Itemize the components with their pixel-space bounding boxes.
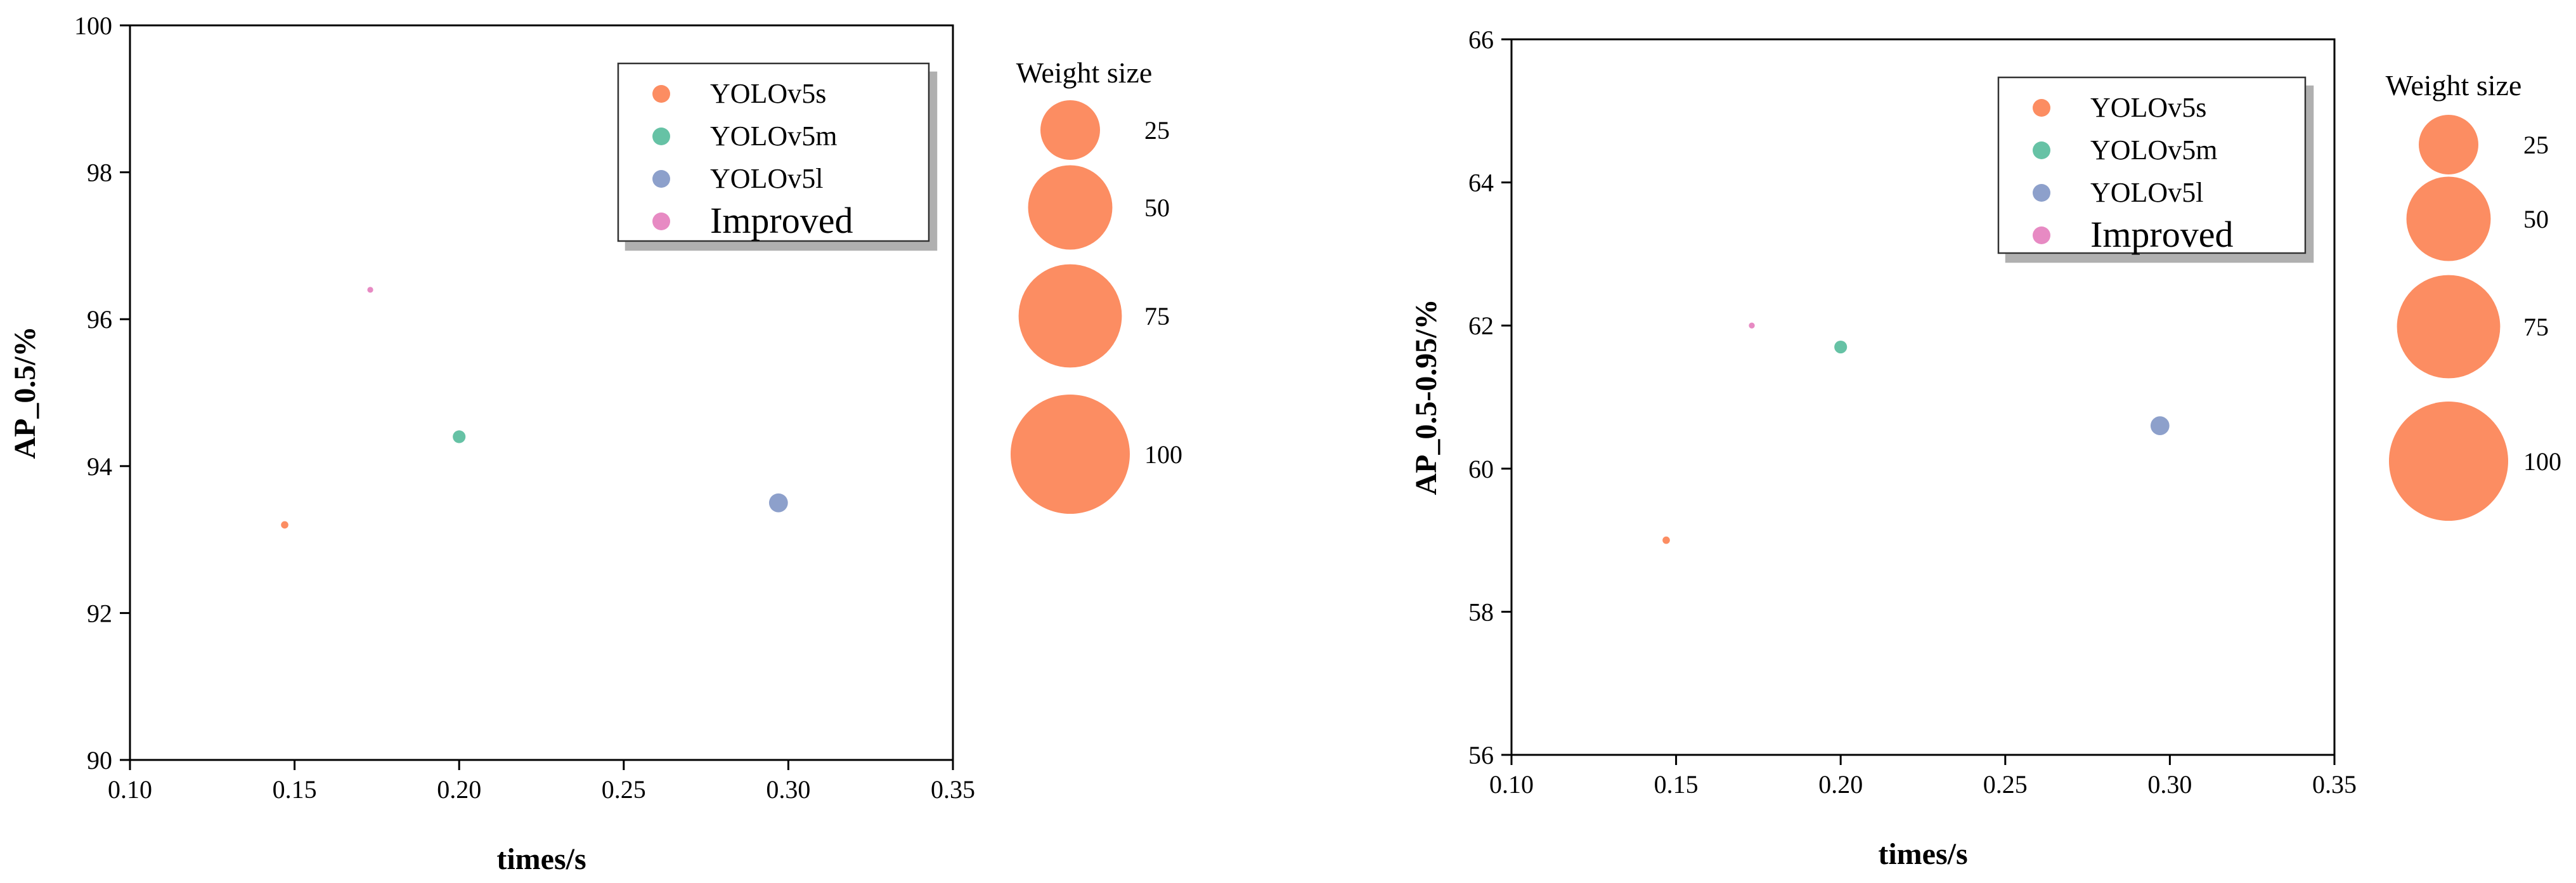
size-legend-label-50: 50: [1144, 193, 1170, 222]
size-legend-circle-50: [1028, 165, 1113, 250]
legend-marker-yolov5m: [652, 128, 670, 145]
y-tick-label: 98: [87, 159, 112, 187]
size-legend-label-100: 100: [1144, 440, 1182, 469]
bubble-yolov5s: [281, 521, 288, 529]
legend-marker-yolov5m: [2033, 141, 2050, 159]
y-tick-label: 96: [87, 305, 112, 334]
chart-ap50: 0.10 0.15 0.20 0.25 0.30 0.35 90 92 94 96 98 100 tim…: [8, 11, 1182, 876]
size-legend-circle-25: [1040, 100, 1100, 160]
legend-label-yolov5l: YOLOv5l: [2090, 177, 2203, 208]
size-legend-title: Weight size: [1016, 56, 1153, 89]
y-tick-label: 58: [1468, 598, 1494, 626]
x-tick-label: 0.30: [766, 775, 810, 804]
y-tick-label: 90: [87, 746, 112, 775]
legend-marker-improved: [652, 213, 670, 230]
size-legend-circle-75: [2397, 275, 2501, 379]
x-tick-label: 0.15: [1654, 770, 1699, 799]
size-legend-circle-50: [2406, 176, 2491, 261]
x-tick-label: 0.25: [602, 775, 646, 804]
legend-label-yolov5s: YOLOv5s: [710, 78, 826, 109]
legend-marker-improved: [2033, 226, 2050, 244]
x-tick-label: 0.10: [108, 775, 152, 804]
size-legend-circle-25: [2419, 115, 2478, 174]
y-tick-label: 66: [1468, 25, 1494, 54]
legend-label-yolov5s: YOLOv5s: [2090, 92, 2206, 123]
legend-label-yolov5m: YOLOv5m: [2090, 134, 2217, 166]
y-tick-label: 94: [87, 452, 112, 481]
y-tick-label: 62: [1468, 311, 1494, 340]
y-tick-label: 56: [1468, 741, 1494, 769]
legend-marker-yolov5s: [652, 85, 670, 103]
bubble-yolov5l: [768, 493, 788, 513]
legend-marker-yolov5l: [2033, 184, 2050, 202]
size-legend-label-25: 25: [1144, 116, 1170, 145]
size-legend-label-25: 25: [2523, 131, 2549, 159]
x-tick-label: 0.20: [437, 775, 481, 804]
x-tick-label: 0.35: [931, 775, 975, 804]
y-tick-label: 100: [74, 11, 112, 40]
size-legend-label-100: 100: [2523, 447, 2561, 476]
y-tick-label: 64: [1468, 169, 1494, 197]
x-axis-label: times/s: [1878, 837, 1967, 871]
y-axis-label: AP_0.5-0.95/%: [1409, 299, 1443, 495]
size-legend-title: Weight size: [2386, 69, 2522, 101]
plot-frame: [129, 24, 954, 761]
bubble-improved: [1749, 322, 1755, 329]
bubble-yolov5l: [2150, 416, 2170, 435]
y-tick-label: 92: [87, 599, 112, 627]
x-tick-label: 0.25: [1983, 770, 2028, 799]
bubble-improved: [367, 287, 373, 293]
x-tick-label: 0.30: [2147, 770, 2192, 799]
legend-label-improved: Improved: [710, 200, 853, 241]
size-legend-label-75: 75: [1144, 302, 1170, 330]
size-legend-circle-100: [2389, 402, 2508, 521]
size-legend-label-75: 75: [2523, 313, 2549, 341]
bubble-yolov5s: [1662, 536, 1670, 544]
legend-label-improved: Improved: [2090, 214, 2234, 255]
x-tick-label: 0.15: [273, 775, 317, 804]
chart-ap50-95: 0.10 0.15 0.20 0.25 0.30 0.35 56 58 60 62 64 66 time…: [1409, 25, 2561, 871]
size-legend-circle-75: [1018, 264, 1122, 368]
legend-marker-yolov5l: [652, 170, 670, 188]
legend-marker-yolov5s: [2033, 99, 2050, 117]
size-legend-circle-100: [1011, 395, 1130, 514]
x-tick-label: 0.10: [1489, 770, 1534, 799]
x-tick-label: 0.20: [1818, 770, 1863, 799]
size-legend-label-50: 50: [2523, 205, 2549, 233]
y-tick-label: 60: [1468, 455, 1494, 483]
legend-label-yolov5m: YOLOv5m: [710, 121, 837, 152]
x-axis-label: times/s: [496, 842, 586, 876]
x-tick-label: 0.35: [2312, 770, 2357, 799]
bubble-yolov5m: [1834, 340, 1848, 354]
y-axis-label: AP_0.5/%: [8, 326, 42, 459]
bubble-yolov5m: [453, 430, 466, 443]
plot-frame: [1510, 38, 2336, 756]
legend-label-yolov5l: YOLOv5l: [710, 163, 823, 194]
